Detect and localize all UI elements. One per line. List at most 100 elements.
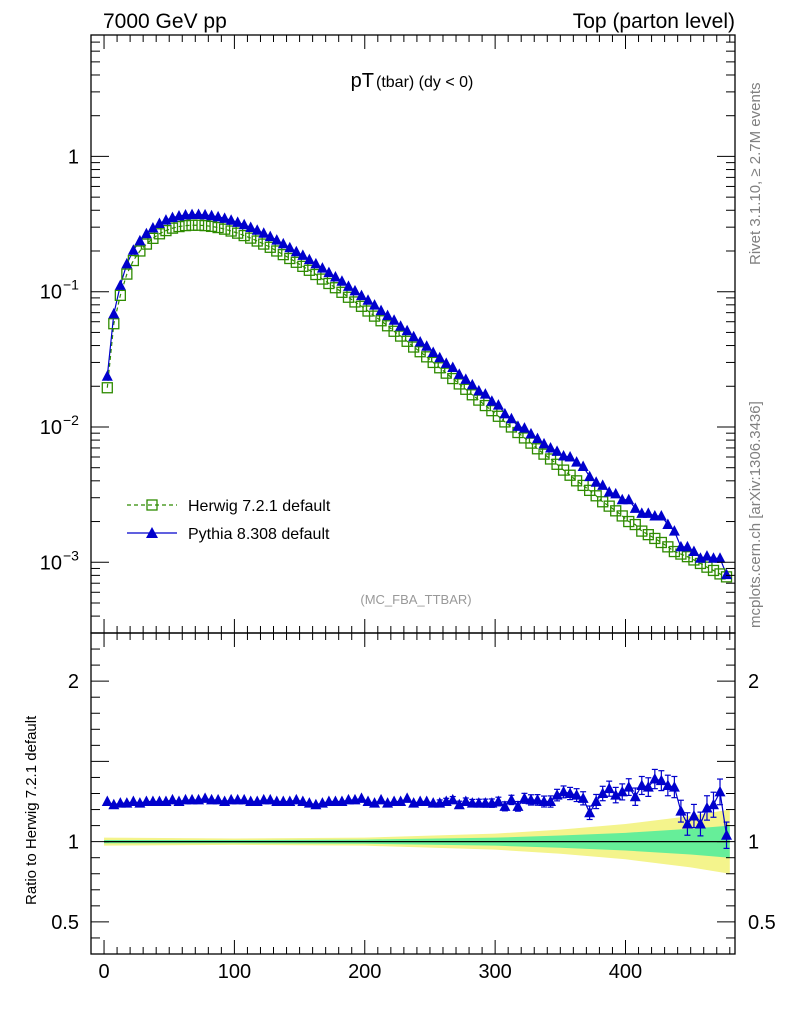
pythia-point — [518, 422, 530, 433]
herwig-point — [251, 235, 263, 247]
pythia-point — [492, 399, 504, 410]
pythia-point — [421, 340, 433, 351]
herwig-point — [681, 551, 694, 563]
herwig-point — [629, 518, 641, 531]
pythia-point — [584, 470, 596, 482]
herwig-point — [551, 458, 563, 470]
pythia-point — [590, 476, 602, 487]
ratio-pythia-point — [597, 787, 609, 798]
pythia-point — [401, 324, 413, 336]
ratio-pythia-point — [707, 798, 719, 810]
pythia-point — [453, 368, 465, 379]
y-tick-exponent: −1 — [63, 277, 79, 293]
ratio-pythia-point — [610, 789, 622, 800]
pythia-point — [655, 509, 667, 521]
herwig-point — [186, 219, 198, 231]
legend-pythia-label: Pythia 8.308 default — [188, 526, 330, 543]
pythia-point — [688, 545, 700, 557]
pythia-point — [297, 249, 309, 260]
main-panel: 110−110−210−3 pT (tbar) (dy < 0) (MC_FBA… — [40, 34, 736, 634]
pythia-point — [414, 335, 426, 347]
pythia-point — [232, 216, 244, 227]
pythia-point — [629, 502, 641, 513]
pythia-point — [701, 550, 713, 561]
pythia-point — [134, 234, 146, 246]
ratio-pythia-point — [655, 774, 667, 786]
ratio-pythia-point — [629, 790, 641, 802]
watermark: (MC_FBA_TTBAR) — [360, 592, 471, 607]
ratio-pythia-point — [238, 793, 250, 805]
pythia-point — [108, 307, 120, 319]
pythia-point — [460, 373, 472, 384]
pythia-point — [264, 230, 276, 242]
ratio-pythia-point — [303, 797, 315, 808]
pythia-point — [140, 227, 152, 239]
ratio-pythia-point — [558, 785, 570, 797]
pythia-point — [362, 294, 374, 305]
pythia-point — [310, 257, 322, 269]
herwig-point — [701, 561, 713, 573]
ratio-y-tick-label: 1 — [68, 832, 79, 854]
ratio-pythia-point — [721, 829, 733, 840]
pythia-point — [375, 304, 387, 316]
pythia-point — [114, 279, 126, 290]
herwig-point — [245, 232, 257, 244]
pythia-point — [668, 525, 680, 536]
herwig-point — [108, 318, 120, 330]
pythia-point — [603, 486, 615, 497]
herwig-point — [218, 223, 231, 235]
herwig-point — [401, 335, 413, 347]
pythia-point — [258, 227, 270, 238]
herwig-point — [192, 219, 205, 231]
pythia-point — [284, 241, 296, 253]
ratio-ylabel: Ratio to Herwig 7.2.1 default — [23, 715, 40, 905]
ratio-pythia-point — [577, 792, 589, 803]
y-tick-exponent: −2 — [63, 412, 79, 428]
pythia-point — [408, 330, 420, 342]
ratio-pythia-point — [668, 781, 680, 792]
pythia-point — [199, 208, 211, 220]
ratio-pythia-point — [101, 795, 113, 807]
herwig-point — [205, 220, 218, 233]
herwig-point — [707, 564, 720, 577]
pythia-point — [473, 384, 485, 396]
ratio-pythia-point — [460, 795, 472, 807]
pythia-point — [486, 395, 498, 406]
pythia-point — [127, 244, 139, 255]
pythia-point — [206, 209, 218, 221]
main-axes: 110−110−210−3 — [40, 35, 735, 634]
herwig-point — [284, 252, 296, 265]
legend-herwig-marker — [146, 499, 158, 511]
ratio-y-tick-label-right: 2 — [748, 671, 759, 693]
pythia-point — [395, 320, 407, 331]
ratio-pythia-point — [584, 806, 596, 818]
pythia-point — [571, 456, 583, 467]
ratio-pythia-point — [369, 797, 381, 808]
herwig-point — [127, 254, 140, 267]
pythia-point — [349, 284, 361, 296]
pythia-point — [558, 450, 570, 461]
pythia-point — [505, 412, 517, 424]
pythia-point — [219, 212, 231, 223]
herwig-point — [668, 545, 681, 558]
pythia-point — [610, 487, 622, 499]
herwig-point — [264, 241, 276, 253]
pythia-point — [525, 427, 537, 439]
header-right: Top (parton level) — [573, 10, 735, 33]
ratio-pythia-point — [590, 795, 602, 807]
herwig-point — [166, 222, 179, 234]
ratio-pythia-point — [362, 795, 374, 807]
herwig-point — [199, 219, 211, 232]
ratio-pythia-point — [701, 801, 713, 813]
herwig-point — [232, 227, 244, 239]
ratio-pythia-point — [505, 793, 517, 805]
pythia-point — [427, 346, 439, 358]
pythia-point — [499, 407, 511, 419]
herwig-point — [212, 221, 224, 234]
pythia-point — [316, 262, 328, 273]
ratio-pythia-point — [375, 793, 387, 805]
herwig-point — [623, 515, 635, 528]
pythia-point — [225, 214, 237, 225]
y-tick-label: 10 — [40, 417, 62, 439]
